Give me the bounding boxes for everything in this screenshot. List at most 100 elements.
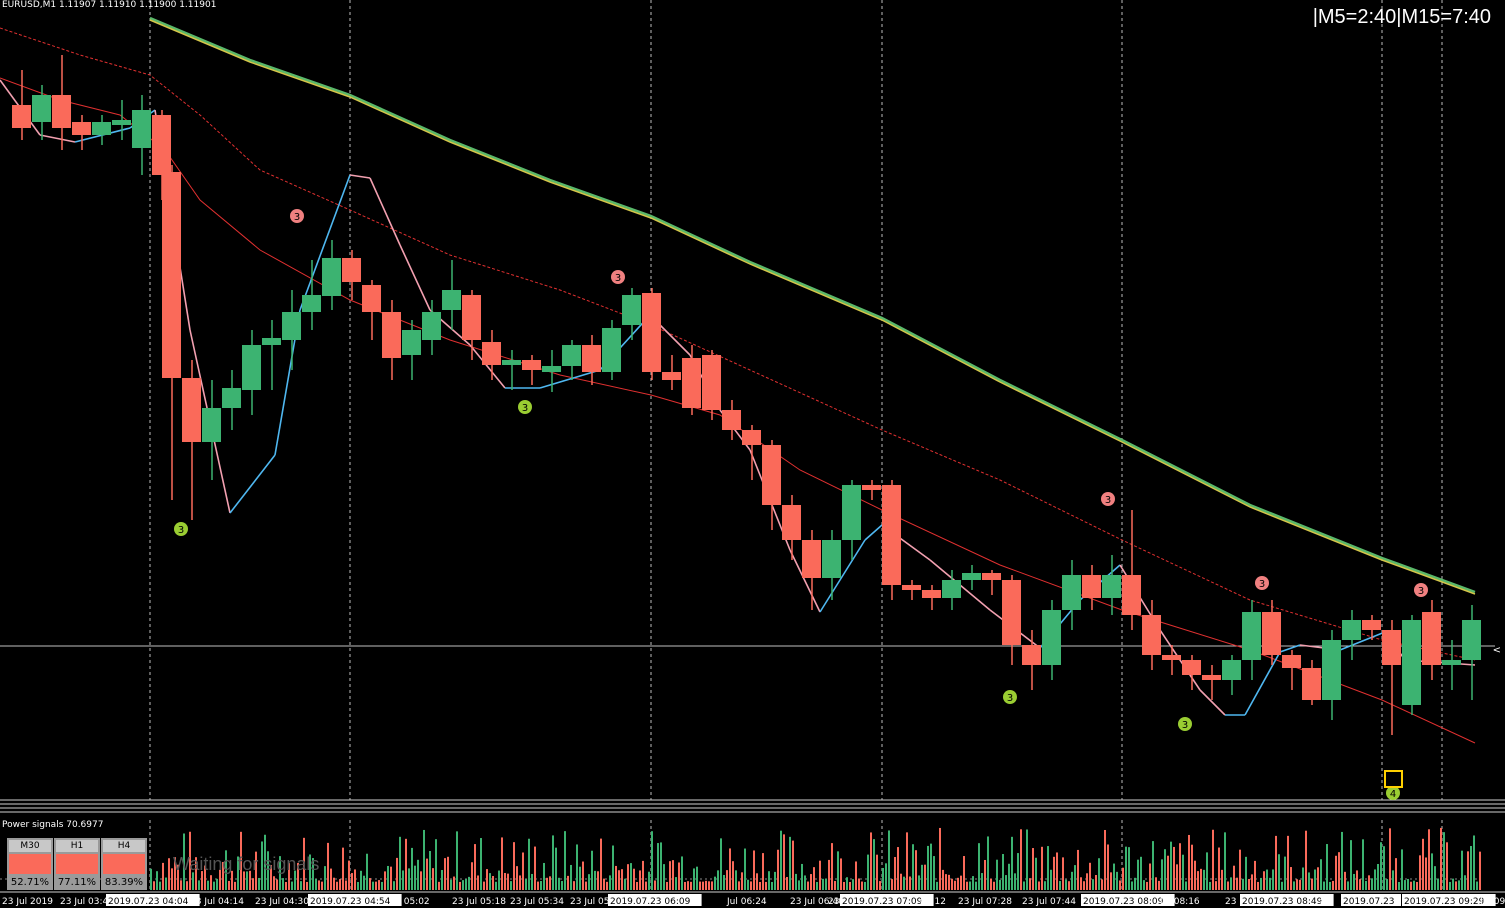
candle-bear [362, 285, 381, 312]
candle-bull [1042, 610, 1061, 665]
volume-bar [723, 874, 725, 890]
volume-bar [1167, 855, 1169, 890]
volume-bar [1212, 829, 1214, 890]
volume-bar [669, 861, 671, 890]
candle-bull [1222, 660, 1241, 680]
volume-bar [192, 872, 194, 890]
volume-bar [1293, 881, 1295, 890]
volume-bar [525, 879, 527, 890]
volume-bar [1038, 881, 1040, 890]
volume-bar [1224, 832, 1226, 890]
volume-bar [516, 866, 518, 890]
signal-marker [1178, 717, 1192, 731]
volume-bar [1098, 858, 1100, 890]
volume-bar [765, 881, 767, 890]
volume-bar [399, 836, 401, 890]
volume-bar [1152, 841, 1154, 890]
tf-pct: 77.11% [57, 877, 97, 888]
volume-bar [1008, 863, 1010, 890]
volume-bar [1155, 877, 1157, 890]
volume-bar [600, 838, 602, 890]
volume-bar [939, 827, 941, 890]
volume-bar [270, 865, 272, 890]
candle-bear [1122, 575, 1141, 615]
volume-bar [942, 869, 944, 890]
volume-bar [1194, 860, 1196, 890]
volume-bar [255, 851, 257, 890]
volume-bar [1029, 878, 1031, 890]
volume-bar [519, 875, 521, 890]
volume-bar [183, 833, 185, 890]
volume-bar [912, 844, 914, 890]
volume-bar [639, 870, 641, 890]
time-axis-label: 23 Jul 04:30 [255, 897, 309, 907]
time-axis-label: 23 Jul 2019 [2, 897, 53, 907]
volume-bar [897, 847, 899, 890]
volume-bar [948, 874, 950, 890]
candle-bull [32, 95, 51, 122]
volume-bar [438, 881, 440, 890]
signal-marker [1255, 576, 1269, 590]
volume-bar [1140, 856, 1142, 890]
signal-marker [1386, 786, 1400, 800]
volume-bar [1392, 870, 1394, 890]
candle-bear [1142, 615, 1161, 655]
tf-name: H4 [103, 840, 145, 852]
volume-bar [876, 854, 878, 890]
volume-bar [1356, 870, 1358, 890]
volume-bar [1281, 881, 1283, 890]
volume-bar [1239, 849, 1241, 890]
volume-bar [996, 859, 998, 890]
volume-bar [1440, 827, 1442, 890]
volume-bar [1221, 869, 1223, 890]
volume-bar [771, 881, 773, 890]
tf-name: H1 [56, 840, 98, 852]
volume-bar [801, 863, 803, 890]
time-axis-label: 2019.07.23 06:09 [610, 897, 691, 907]
volume-bar [489, 873, 491, 890]
volume-bar [828, 859, 830, 890]
candle-bear [1082, 575, 1101, 598]
volume-bar [783, 834, 785, 890]
volume-bar [405, 838, 407, 890]
volume-bar [915, 850, 917, 890]
candle-bull [502, 360, 521, 365]
volume-bar [168, 858, 170, 890]
volume-bar [1479, 851, 1481, 890]
candle-bear [742, 430, 761, 445]
volume-bar [930, 843, 932, 890]
volume-bar [1128, 847, 1130, 890]
volume-bar [1446, 842, 1448, 890]
volume-bar [738, 881, 740, 890]
candle-bear [662, 372, 681, 380]
volume-bar [1041, 846, 1043, 890]
time-axis-label: Jul 08:16 [1159, 897, 1200, 907]
volume-bar [156, 871, 158, 890]
volume-bar [903, 876, 905, 890]
volume-bar [402, 870, 404, 890]
candle-bull [282, 312, 301, 340]
volume-bar [426, 858, 428, 890]
volume-bar [1017, 853, 1019, 890]
volume-bar [906, 832, 908, 890]
volume-bar [1149, 863, 1151, 890]
ma-fast-segment [864, 524, 883, 541]
volume-bar [171, 868, 173, 890]
volume-bar [501, 837, 503, 890]
volume-bar [753, 850, 755, 890]
time-axis-highlight [106, 894, 200, 906]
volume-bar [615, 865, 617, 890]
volume-bar [726, 870, 728, 890]
candle-bear [1162, 655, 1181, 660]
volume-bar [1347, 881, 1349, 890]
volume-bar [1305, 830, 1307, 890]
volume-bar [1353, 873, 1355, 890]
volume-bar [1269, 877, 1271, 890]
volume-bar [300, 881, 302, 890]
candle-bull [602, 328, 621, 372]
tf-bar [56, 854, 98, 874]
volume-bar [480, 838, 482, 890]
signal-label: 4 [1390, 789, 1396, 800]
